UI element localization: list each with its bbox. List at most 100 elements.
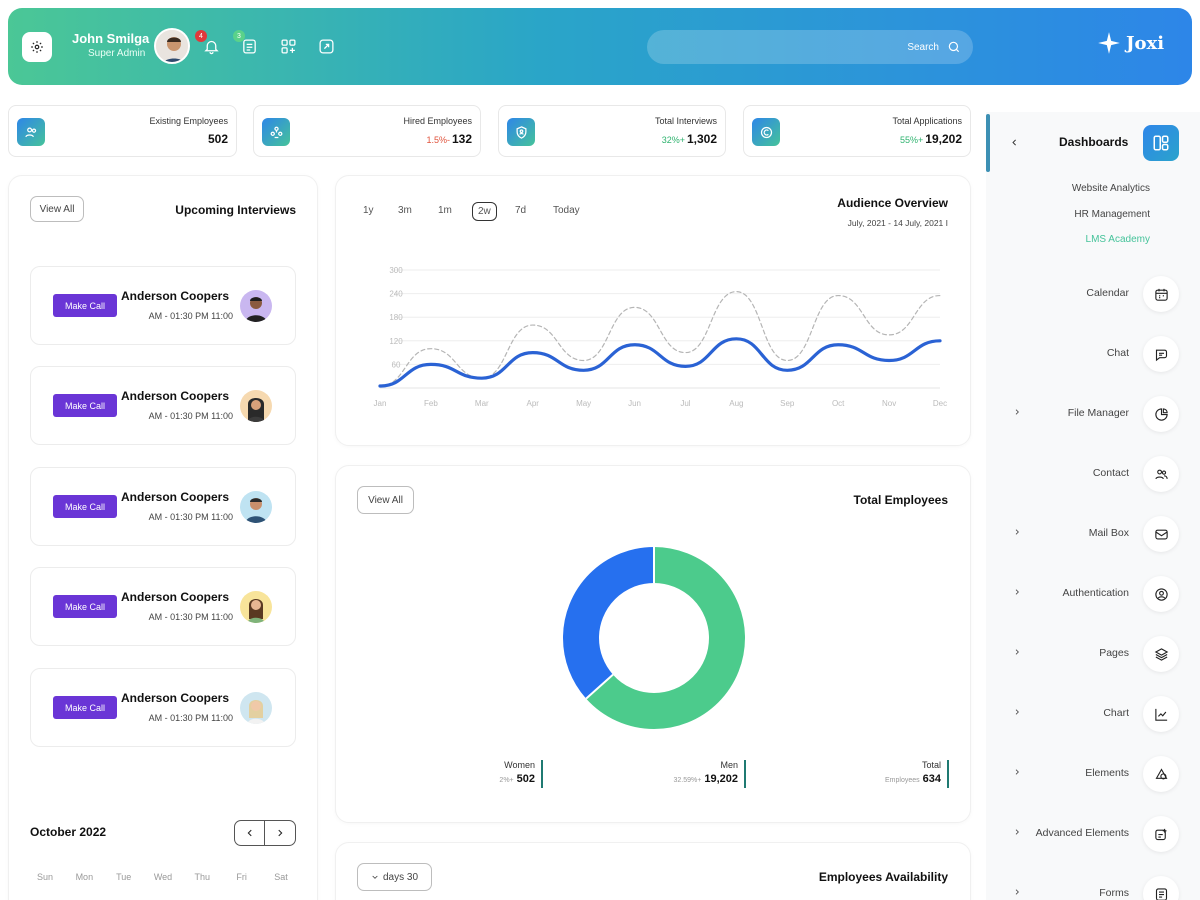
notifications-button[interactable]: 4 bbox=[195, 30, 222, 57]
tasks-button[interactable]: 3 bbox=[233, 30, 260, 57]
interview-time: AM - 01:30 PM 11:00 bbox=[148, 512, 233, 522]
legend-men: Men 32.59%+ 19,202 bbox=[673, 760, 746, 788]
employees-title: Total Employees bbox=[853, 493, 948, 507]
x-tick-label: Jan bbox=[374, 399, 387, 408]
interview-card: Make Call Anderson Coopers AM - 01:30 PM… bbox=[30, 366, 296, 445]
sidebar-item-pages[interactable]: Pages bbox=[986, 636, 1200, 672]
sidebar-subitem-website-analytics[interactable]: Website Analytics bbox=[1071, 183, 1150, 194]
sidebar-item-label: Chart bbox=[1103, 707, 1129, 719]
stat-value: 1,302 bbox=[686, 132, 717, 146]
interview-time: AM - 01:30 PM 11:00 bbox=[148, 612, 233, 622]
make-call-button[interactable]: Make Call bbox=[53, 595, 117, 618]
audience-line-chart: 300 240 180 120 60 Jan Feb Mar Apr May Jun Jul Aug Se… bbox=[374, 266, 948, 408]
brand-name: Joxi bbox=[1126, 32, 1165, 54]
sidebar-item-label: Chat bbox=[1106, 347, 1129, 359]
sidebar-subitem-lms-academy[interactable]: LMS Academy bbox=[1085, 234, 1150, 245]
series-line-solid bbox=[378, 337, 942, 388]
employees-view-all-button[interactable]: View All bbox=[357, 486, 414, 514]
legend-change: 32.59%+ bbox=[673, 777, 702, 784]
audience-date-range: July, 2021 - 14 July, 2021 I bbox=[847, 218, 948, 228]
legend-label: Women bbox=[504, 760, 535, 770]
make-call-button[interactable]: Make Call bbox=[53, 294, 117, 317]
interview-card: Make Call Anderson Coopers AM - 01:30 PM… bbox=[30, 467, 296, 546]
stat-label: Total Applications bbox=[892, 116, 962, 126]
sidebar-item-chart[interactable]: Chart bbox=[986, 696, 1200, 732]
timeframe-1y[interactable]: 1y bbox=[363, 205, 374, 216]
sidebar-item-label: Elements bbox=[1085, 767, 1129, 779]
dashboard-icon[interactable] bbox=[1143, 125, 1179, 161]
chart-icon bbox=[1143, 696, 1179, 732]
interviews-view-all-button[interactable]: View All bbox=[30, 196, 84, 222]
sidebar-item-mail-box[interactable]: Mail Box bbox=[986, 516, 1200, 552]
chevron-right-icon bbox=[1015, 589, 1019, 595]
settings-button[interactable] bbox=[22, 32, 52, 62]
sidebar-item-label: Advanced Elements bbox=[1035, 827, 1129, 839]
sidebar-item-elements[interactable]: Elements bbox=[986, 756, 1200, 792]
stat-label: Existing Employees bbox=[149, 116, 228, 126]
x-tick-label: Oct bbox=[832, 399, 845, 408]
x-tick-label: Jul bbox=[680, 399, 690, 408]
candidate-name: Anderson Coopers bbox=[121, 289, 230, 303]
calendar-prev-button[interactable] bbox=[234, 820, 265, 846]
user-name: John Smilga bbox=[72, 31, 150, 46]
employees-donut-chart bbox=[563, 547, 745, 729]
make-call-button[interactable]: Make Call bbox=[53, 495, 117, 518]
sidebar-item-contact[interactable]: Contact bbox=[986, 456, 1200, 492]
brand-logo[interactable]: Joxi bbox=[1096, 30, 1164, 56]
chevron-left-icon bbox=[247, 829, 252, 837]
sidebar-item-label: Authentication bbox=[1062, 587, 1129, 599]
sidebar-item-dashboards[interactable]: Dashboards bbox=[1059, 135, 1129, 149]
availability-title: Employees Availability bbox=[818, 870, 948, 884]
timeframe-7d[interactable]: 7d bbox=[515, 205, 527, 216]
sidebar: Dashboards Website Analytics HR Manageme… bbox=[986, 112, 1200, 900]
calendar-next-button[interactable] bbox=[265, 820, 296, 846]
sidebar-item-forms[interactable]: Forms bbox=[986, 876, 1200, 900]
availability-filter-select[interactable]: days 30 bbox=[357, 863, 432, 891]
application-icon bbox=[752, 118, 780, 146]
user-avatar[interactable] bbox=[154, 28, 190, 64]
sidebar-item-file-manager[interactable]: File Manager bbox=[986, 396, 1200, 432]
stat-change: 1.5%- bbox=[426, 135, 450, 145]
sidebar-item-advanced-elements[interactable]: Advanced Elements bbox=[986, 816, 1200, 852]
timeframe-1m[interactable]: 1m bbox=[438, 205, 452, 216]
x-tick-label: Dec bbox=[933, 399, 947, 408]
chevron-right-icon bbox=[1015, 409, 1019, 415]
notifications-badge: 4 bbox=[195, 30, 207, 42]
candidate-avatar bbox=[240, 390, 272, 422]
make-call-button[interactable]: Make Call bbox=[53, 394, 117, 417]
search-input[interactable]: Search bbox=[647, 30, 973, 64]
elements-icon bbox=[1143, 756, 1179, 792]
interview-card: Make Call Anderson Coopers AM - 01:30 PM… bbox=[30, 266, 296, 345]
fullscreen-button[interactable] bbox=[315, 35, 337, 57]
y-tick-label: 120 bbox=[389, 337, 403, 346]
chevron-right-icon bbox=[1015, 889, 1019, 895]
legend-total: Total Employees 634 bbox=[885, 760, 949, 788]
legend-sublabel: Employees bbox=[885, 777, 920, 784]
chevron-right-icon bbox=[1015, 829, 1019, 835]
gear-icon bbox=[31, 41, 43, 53]
legend-label: Men bbox=[720, 760, 738, 770]
timeframe-2w[interactable]: 2w bbox=[472, 202, 497, 221]
search-label: Search bbox=[907, 41, 939, 53]
candidate-name: Anderson Coopers bbox=[121, 490, 230, 504]
candidate-avatar bbox=[240, 591, 272, 623]
sidebar-item-label: Calendar bbox=[1086, 287, 1129, 299]
apps-button[interactable] bbox=[277, 35, 299, 57]
timeframe-3m[interactable]: 3m bbox=[398, 205, 412, 216]
interview-time: AM - 01:30 PM 11:00 bbox=[148, 713, 233, 723]
calendar-icon bbox=[1143, 276, 1179, 312]
x-tick-label: Jun bbox=[628, 399, 641, 408]
make-call-button[interactable]: Make Call bbox=[53, 696, 117, 719]
timeframe-today[interactable]: Today bbox=[553, 205, 580, 216]
weekday: Wed bbox=[153, 872, 173, 882]
series-line-dashed bbox=[379, 291, 941, 387]
sidebar-item-calendar[interactable]: Calendar bbox=[986, 276, 1200, 312]
sidebar-item-chat[interactable]: Chat bbox=[986, 336, 1200, 372]
stat-change: 32%+ bbox=[661, 135, 685, 145]
sidebar-item-authentication[interactable]: Authentication bbox=[986, 576, 1200, 612]
sidebar-subitem-hr-management[interactable]: HR Management bbox=[1074, 209, 1150, 220]
sidebar-item-label: File Manager bbox=[1067, 407, 1129, 419]
legend-value: 19,202 bbox=[704, 773, 738, 785]
weekday: Sat bbox=[274, 872, 288, 882]
chevron-left-icon[interactable] bbox=[1010, 138, 1019, 147]
